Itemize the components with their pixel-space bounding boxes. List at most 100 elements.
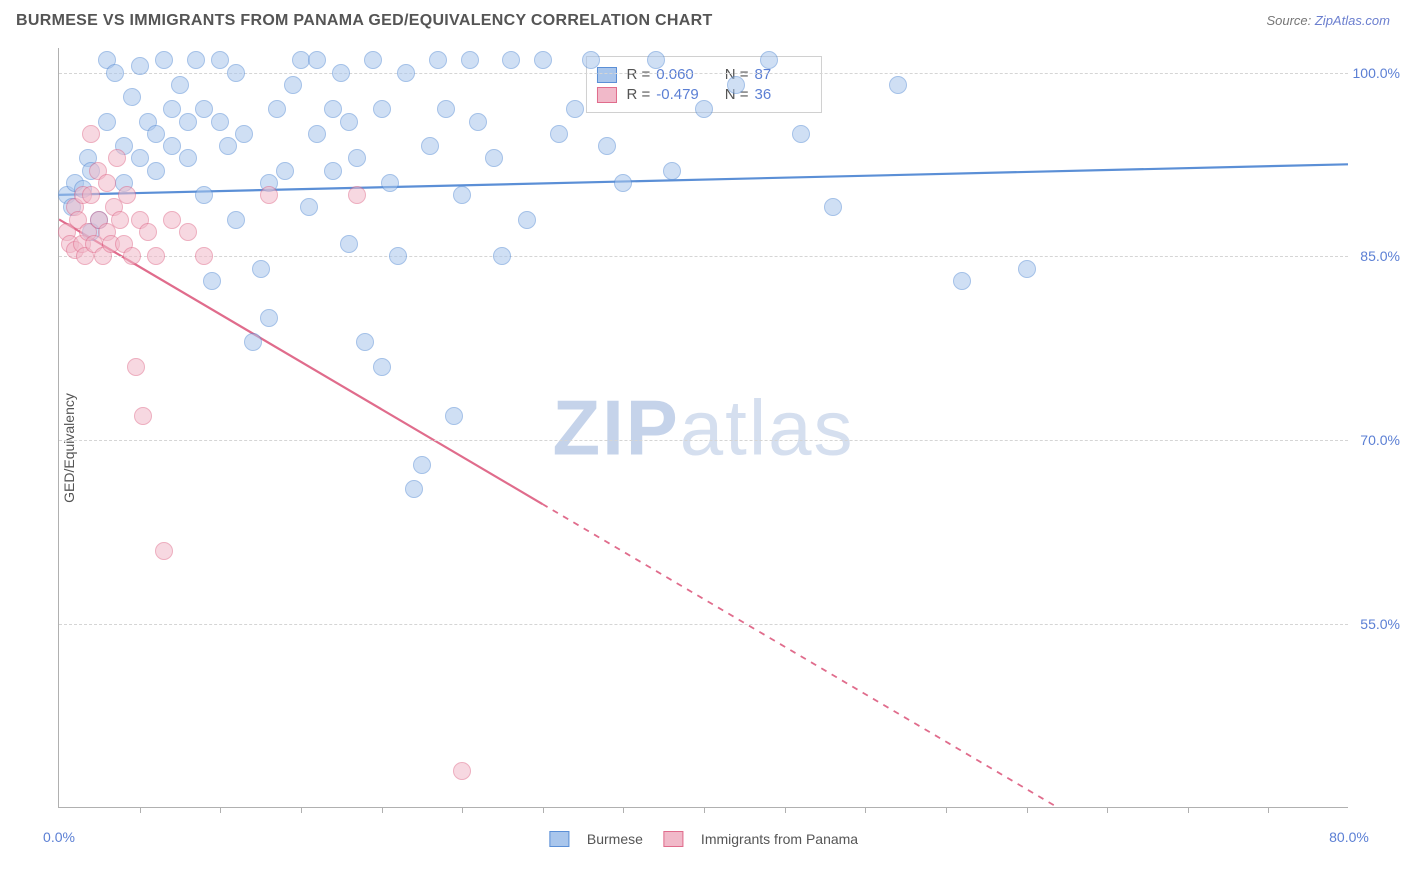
scatter-point: [760, 51, 778, 69]
x-tick: [543, 807, 544, 813]
scatter-point: [227, 211, 245, 229]
scatter-point: [550, 125, 568, 143]
scatter-point: [663, 162, 681, 180]
scatter-point: [123, 247, 141, 265]
scatter-point: [195, 247, 213, 265]
scatter-point: [171, 76, 189, 94]
scatter-point: [147, 247, 165, 265]
source-attribution: Source: ZipAtlas.com: [1266, 13, 1390, 28]
scatter-point: [647, 51, 665, 69]
x-tick: [785, 807, 786, 813]
scatter-point: [155, 542, 173, 560]
scatter-point: [195, 186, 213, 204]
scatter-point: [211, 113, 229, 131]
scatter-point: [227, 64, 245, 82]
stat-n-value: 87: [755, 66, 811, 83]
scatter-point: [106, 64, 124, 82]
scatter-point: [695, 100, 713, 118]
scatter-point: [134, 407, 152, 425]
scatter-point: [413, 456, 431, 474]
scatter-point: [131, 149, 149, 167]
scatter-point: [211, 51, 229, 69]
scatter-point: [824, 198, 842, 216]
x-tick: [623, 807, 624, 813]
series-swatch: [549, 831, 569, 847]
scatter-point: [187, 51, 205, 69]
scatter-point: [98, 113, 116, 131]
scatter-point: [373, 100, 391, 118]
scatter-point: [348, 186, 366, 204]
y-tick-label: 70.0%: [1352, 432, 1400, 448]
scatter-point: [118, 186, 136, 204]
gridline-y: [59, 256, 1348, 257]
y-tick-label: 85.0%: [1352, 248, 1400, 264]
x-tick: [946, 807, 947, 813]
scatter-point: [147, 125, 165, 143]
y-tick-label: 55.0%: [1352, 616, 1400, 632]
scatter-point: [123, 88, 141, 106]
scatter-point: [381, 174, 399, 192]
x-tick-label: 80.0%: [1329, 829, 1369, 845]
scatter-point: [163, 137, 181, 155]
scatter-point: [445, 407, 463, 425]
scatter-point: [268, 100, 286, 118]
scatter-point: [397, 64, 415, 82]
scatter-point: [139, 223, 157, 241]
source-link[interactable]: ZipAtlas.com: [1315, 13, 1390, 28]
scatter-point: [485, 149, 503, 167]
chart-title: BURMESE VS IMMIGRANTS FROM PANAMA GED/EQ…: [16, 12, 713, 30]
x-tick: [1107, 807, 1108, 813]
series-swatch: [663, 831, 683, 847]
scatter-point: [614, 174, 632, 192]
x-tick: [220, 807, 221, 813]
scatter-point: [389, 247, 407, 265]
scatter-point: [332, 64, 350, 82]
series-swatch: [596, 87, 616, 103]
scatter-point: [1018, 260, 1036, 278]
scatter-point: [244, 333, 262, 351]
stat-n-value: 36: [755, 86, 811, 103]
scatter-point: [111, 211, 129, 229]
scatter-point: [179, 149, 197, 167]
scatter-point: [727, 76, 745, 94]
scatter-point: [373, 358, 391, 376]
stat-r-value: 0.060: [656, 66, 712, 83]
scatter-point: [437, 100, 455, 118]
scatter-point: [276, 162, 294, 180]
series-legend: Burmese Immigrants from Panama: [549, 831, 858, 847]
scatter-point: [147, 162, 165, 180]
x-tick: [301, 807, 302, 813]
legend-label: Burmese: [587, 831, 643, 847]
scatter-point: [453, 186, 471, 204]
scatter-point: [453, 762, 471, 780]
legend-label: Immigrants from Panama: [701, 831, 858, 847]
scatter-point: [308, 125, 326, 143]
scatter-point: [364, 51, 382, 69]
scatter-point: [179, 223, 197, 241]
scatter-point: [108, 149, 126, 167]
scatter-point: [582, 51, 600, 69]
watermark: ZIPatlas: [552, 382, 854, 473]
scatter-point: [260, 186, 278, 204]
legend-item: Burmese: [549, 831, 643, 847]
scatter-point: [340, 235, 358, 253]
scatter-point: [300, 198, 318, 216]
x-tick: [140, 807, 141, 813]
x-tick: [1268, 807, 1269, 813]
scatter-point: [953, 272, 971, 290]
x-tick-label: 0.0%: [43, 829, 75, 845]
scatter-point: [469, 113, 487, 131]
scatter-point: [179, 113, 197, 131]
scatter-point: [356, 333, 374, 351]
series-swatch: [596, 67, 616, 83]
scatter-point: [566, 100, 584, 118]
scatter-point: [348, 149, 366, 167]
trend-lines-svg: [59, 48, 1348, 807]
scatter-point: [889, 76, 907, 94]
scatter-point: [163, 211, 181, 229]
scatter-point: [502, 51, 520, 69]
scatter-point: [429, 51, 447, 69]
scatter-point: [598, 137, 616, 155]
gridline-y: [59, 624, 1348, 625]
scatter-point: [518, 211, 536, 229]
